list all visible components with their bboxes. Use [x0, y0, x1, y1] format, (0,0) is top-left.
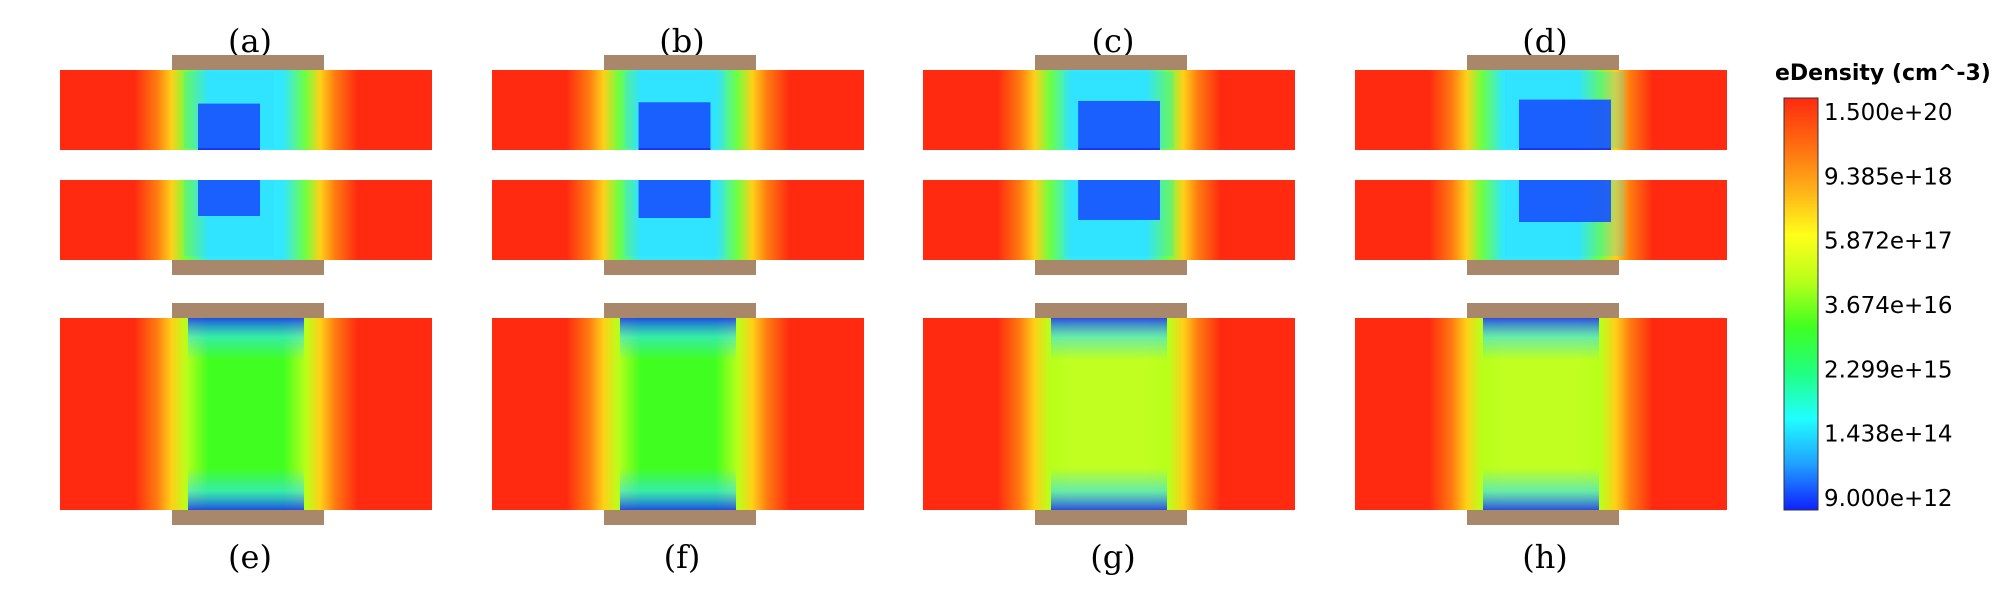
depletion-region — [198, 180, 260, 216]
gate-contact-bottom — [172, 510, 324, 525]
colorbar-title: eDensity (cm^-3) — [1775, 61, 1991, 86]
gate-edge-depletion — [188, 318, 304, 510]
colorbar: eDensity (cm^-3) 1.500e+20 9.385e+18 5.872… — [1775, 61, 1991, 512]
depletion-halo — [624, 180, 725, 256]
colorbar-tick: 1.438e+14 — [1824, 422, 1953, 448]
gate-contact-top — [172, 55, 324, 70]
depletion-region — [1078, 100, 1160, 150]
panel-label-e: (e) — [228, 538, 272, 576]
depletion-region — [1519, 99, 1611, 150]
panel-label-b: (b) — [659, 22, 704, 60]
gate-contact-top — [604, 55, 756, 70]
gate-contact-bottom — [1467, 260, 1619, 275]
gate-edge-depletion — [620, 318, 736, 510]
panel-label-g: (g) — [1090, 538, 1135, 576]
device-maps — [60, 55, 1727, 525]
depletion-halo — [1505, 72, 1625, 148]
gate-contact-bottom — [1035, 510, 1187, 525]
colorbar-tick: 1.500e+20 — [1824, 100, 1953, 126]
depletion-halo — [184, 72, 274, 148]
colorbar-tick: 5.872e+17 — [1824, 229, 1953, 255]
gate-edge-depletion — [1483, 318, 1599, 510]
depletion-halo — [1064, 180, 1174, 256]
depletion-halo — [1064, 72, 1174, 148]
gate-contact-top — [1467, 55, 1619, 70]
panel-label-h: (h) — [1522, 538, 1568, 576]
colorbar-tick: 9.385e+18 — [1824, 164, 1953, 190]
gate-contact-bottom — [172, 260, 324, 275]
depletion-region — [638, 180, 711, 218]
gate-contact-top — [604, 303, 756, 318]
gate-contact-top — [1035, 55, 1187, 70]
gate-contact-top — [172, 303, 324, 318]
colorbar-tick: 9.000e+12 — [1824, 486, 1953, 512]
depletion-halo — [184, 180, 274, 256]
gate-contact-bottom — [604, 510, 756, 525]
panel-label-a: (a) — [228, 22, 272, 60]
panel-label-c: (c) — [1092, 22, 1135, 60]
gate-contact-top — [1035, 303, 1187, 318]
gate-contact-bottom — [1035, 260, 1187, 275]
depletion-halo — [624, 72, 725, 148]
depletion-halo — [1505, 180, 1625, 256]
gate-contact-bottom — [1467, 510, 1619, 525]
depletion-region — [1078, 180, 1160, 220]
depletion-region — [638, 102, 711, 150]
depletion-region — [1519, 180, 1611, 222]
panel-label-f: (f) — [664, 538, 701, 576]
gate-contact-bottom — [604, 260, 756, 275]
colorbar-tick: 2.299e+15 — [1824, 357, 1953, 383]
colorbar-tick: 3.674e+16 — [1824, 293, 1953, 319]
panel-label-d: (d) — [1522, 22, 1567, 60]
gate-contact-top — [1467, 303, 1619, 318]
depletion-region — [198, 103, 260, 150]
gate-edge-depletion — [1051, 318, 1167, 510]
colorbar-gradient — [1783, 97, 1819, 511]
